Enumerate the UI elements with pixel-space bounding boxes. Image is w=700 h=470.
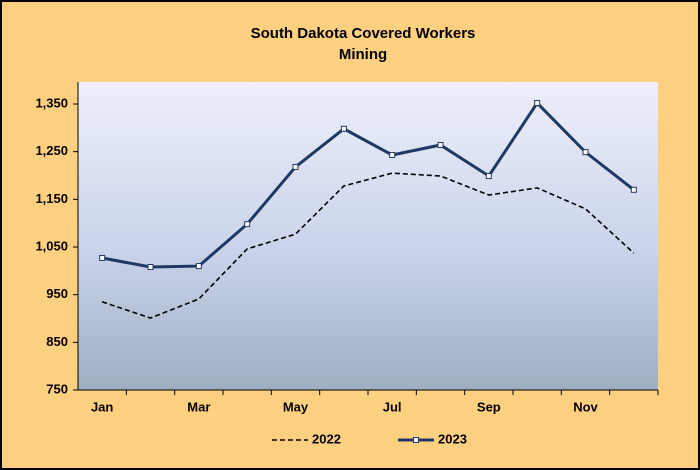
point-marker [630, 186, 637, 193]
y-tick-label: 1,350 [35, 95, 68, 110]
y-tick-label: 1,150 [35, 191, 68, 206]
y-tick-label: 950 [46, 286, 68, 301]
plot-area [78, 82, 658, 390]
point-marker [292, 163, 299, 170]
point-marker [437, 141, 444, 148]
x-tick-label: Mar [187, 399, 210, 414]
y-tick-label: 1,250 [35, 143, 68, 158]
point-marker [340, 125, 347, 132]
series-line [101, 100, 635, 269]
point-marker [195, 263, 202, 270]
x-tick-label: Nov [573, 399, 598, 414]
point-marker [485, 172, 492, 179]
y-tick-label: 850 [46, 334, 68, 349]
point-marker [389, 152, 396, 159]
y-tick-label: 1,050 [35, 238, 68, 253]
legend-label: 2023 [438, 431, 467, 446]
point-marker [534, 100, 541, 107]
chart-subtitle: Mining [339, 46, 387, 63]
y-tick-label: 750 [46, 381, 68, 396]
point-marker [147, 264, 154, 271]
legend-label: 2022 [312, 431, 341, 446]
series-line [101, 172, 635, 319]
x-tick-label: May [283, 399, 309, 414]
point-marker [99, 254, 106, 261]
legend-marker [413, 437, 419, 443]
chart-title: South Dakota Covered Workers [251, 25, 476, 42]
point-marker [244, 221, 251, 228]
x-tick-label: Sep [477, 399, 501, 414]
point-marker [582, 149, 589, 156]
x-tick-label: Jul [383, 399, 402, 414]
x-tick-label: Jan [91, 399, 113, 414]
